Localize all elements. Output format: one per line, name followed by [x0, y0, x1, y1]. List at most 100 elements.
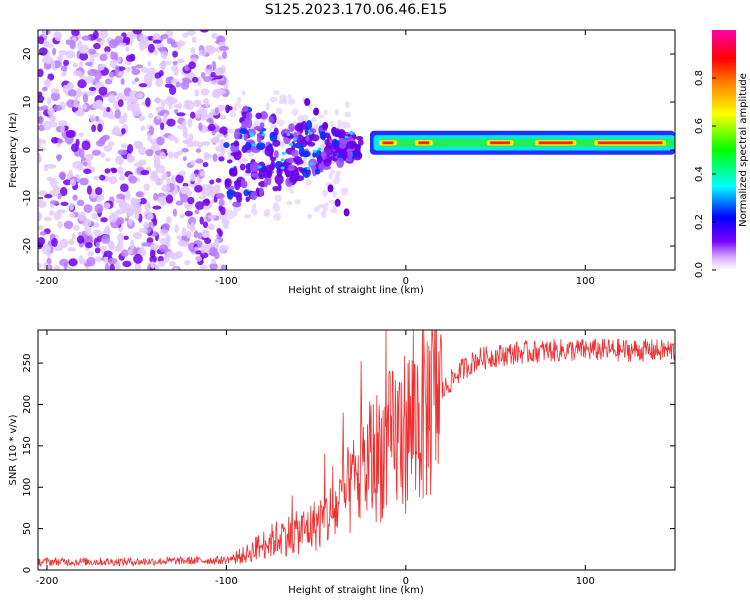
- noise-blob: [200, 72, 206, 79]
- noise-blob: [131, 209, 141, 214]
- noise-blob: [158, 244, 169, 253]
- noise-blob: [139, 44, 145, 52]
- noise-blob: [74, 110, 85, 117]
- transition-blob: [343, 208, 350, 217]
- noise-blob: [38, 211, 43, 222]
- noise-blob: [332, 176, 341, 185]
- noise-blob: [62, 179, 72, 186]
- noise-blob: [166, 251, 176, 258]
- noise-blob: [274, 194, 282, 202]
- transition-blob: [289, 142, 294, 146]
- noise-blob: [168, 261, 176, 267]
- colorbar: 0.0 0.2 0.4 0.6 0.8 Normalized spectral ampl…: [694, 30, 749, 278]
- transition-blob: [349, 141, 356, 150]
- signal-peak-red: [538, 141, 573, 145]
- noise-blob: [275, 107, 283, 115]
- noise-blob: [106, 106, 111, 113]
- transition-blob: [306, 166, 311, 170]
- transition-blob: [355, 135, 364, 141]
- noise-blob: [122, 260, 132, 268]
- noise-blob: [328, 171, 333, 180]
- noise-blob: [177, 58, 185, 64]
- noise-blob: [273, 212, 281, 221]
- noise-blob: [135, 64, 144, 69]
- noise-blob: [67, 247, 76, 252]
- transition-blob: [226, 159, 233, 164]
- noise-blob: [334, 108, 339, 116]
- noise-blob: [307, 213, 313, 220]
- signal-peak-red: [597, 141, 663, 145]
- noise-blob: [172, 60, 178, 66]
- colorbar-tick-label: 0.2: [694, 214, 705, 230]
- transition-blob: [336, 157, 345, 169]
- noise-blob: [60, 71, 67, 77]
- noise-blob: [38, 111, 42, 118]
- noise-blob: [199, 216, 204, 225]
- noise-blob: [66, 82, 73, 90]
- noise-blob: [215, 88, 226, 95]
- noise-blob: [251, 202, 257, 211]
- x-tick-label: 0: [403, 276, 409, 287]
- noise-blob: [108, 214, 118, 223]
- noise-blob: [72, 194, 78, 201]
- noise-blob: [135, 92, 144, 99]
- noise-blob: [120, 143, 128, 149]
- noise-blob: [217, 80, 227, 86]
- noise-blob: [286, 201, 293, 206]
- noise-blob: [253, 120, 261, 126]
- transition-blob: [268, 116, 275, 123]
- transition-blob: [258, 168, 266, 180]
- noise-blob: [183, 103, 190, 110]
- noise-blob: [38, 142, 42, 148]
- noise-blob: [146, 237, 154, 244]
- noise-blob: [110, 51, 115, 60]
- transition-blob: [257, 165, 262, 169]
- transition-blob: [349, 130, 354, 134]
- noise-blob: [38, 106, 44, 111]
- transition-blob: [245, 117, 253, 129]
- noise-blob: [94, 203, 104, 214]
- noise-blob: [213, 240, 219, 249]
- noise-blob: [213, 251, 220, 260]
- noise-blob: [190, 47, 196, 55]
- noise-blob: [173, 151, 180, 159]
- noise-blob: [48, 120, 58, 128]
- noise-blob: [50, 200, 59, 205]
- noise-blob: [340, 187, 349, 193]
- noise-blob: [329, 199, 335, 205]
- noise-blob: [39, 231, 47, 236]
- noise-blob: [116, 240, 124, 251]
- noise-blob: [218, 156, 225, 162]
- noise-blob: [234, 102, 242, 108]
- noise-blob: [317, 204, 325, 209]
- noise-blob: [195, 158, 204, 164]
- noise-blob: [154, 264, 160, 270]
- noise-blob: [130, 197, 137, 204]
- noise-blob: [104, 46, 111, 53]
- noise-blob: [241, 158, 249, 163]
- noise-blob: [77, 79, 87, 89]
- transition-blob: [340, 149, 348, 160]
- noise-blob: [91, 212, 98, 220]
- noise-blob: [104, 225, 111, 236]
- transition-blob: [224, 178, 232, 188]
- noise-blob: [73, 70, 83, 77]
- noise-blob: [317, 114, 325, 119]
- transition-blob: [239, 163, 246, 171]
- noise-blob: [38, 225, 44, 231]
- noise-blob: [69, 212, 76, 218]
- noise-blob: [92, 222, 100, 228]
- noise-blob: [120, 128, 126, 135]
- noise-blob: [83, 218, 92, 228]
- noise-blob: [88, 86, 97, 91]
- noise-blob: [60, 65, 68, 72]
- noise-blob: [60, 124, 65, 133]
- transition-blob: [319, 131, 327, 140]
- noise-blob: [153, 158, 161, 167]
- noise-blob: [222, 51, 228, 60]
- noise-blob: [42, 86, 48, 92]
- transition-blob: [256, 132, 262, 144]
- y-tick-label: 50: [22, 522, 33, 535]
- noise-blob: [131, 106, 142, 117]
- noise-blob: [59, 258, 69, 267]
